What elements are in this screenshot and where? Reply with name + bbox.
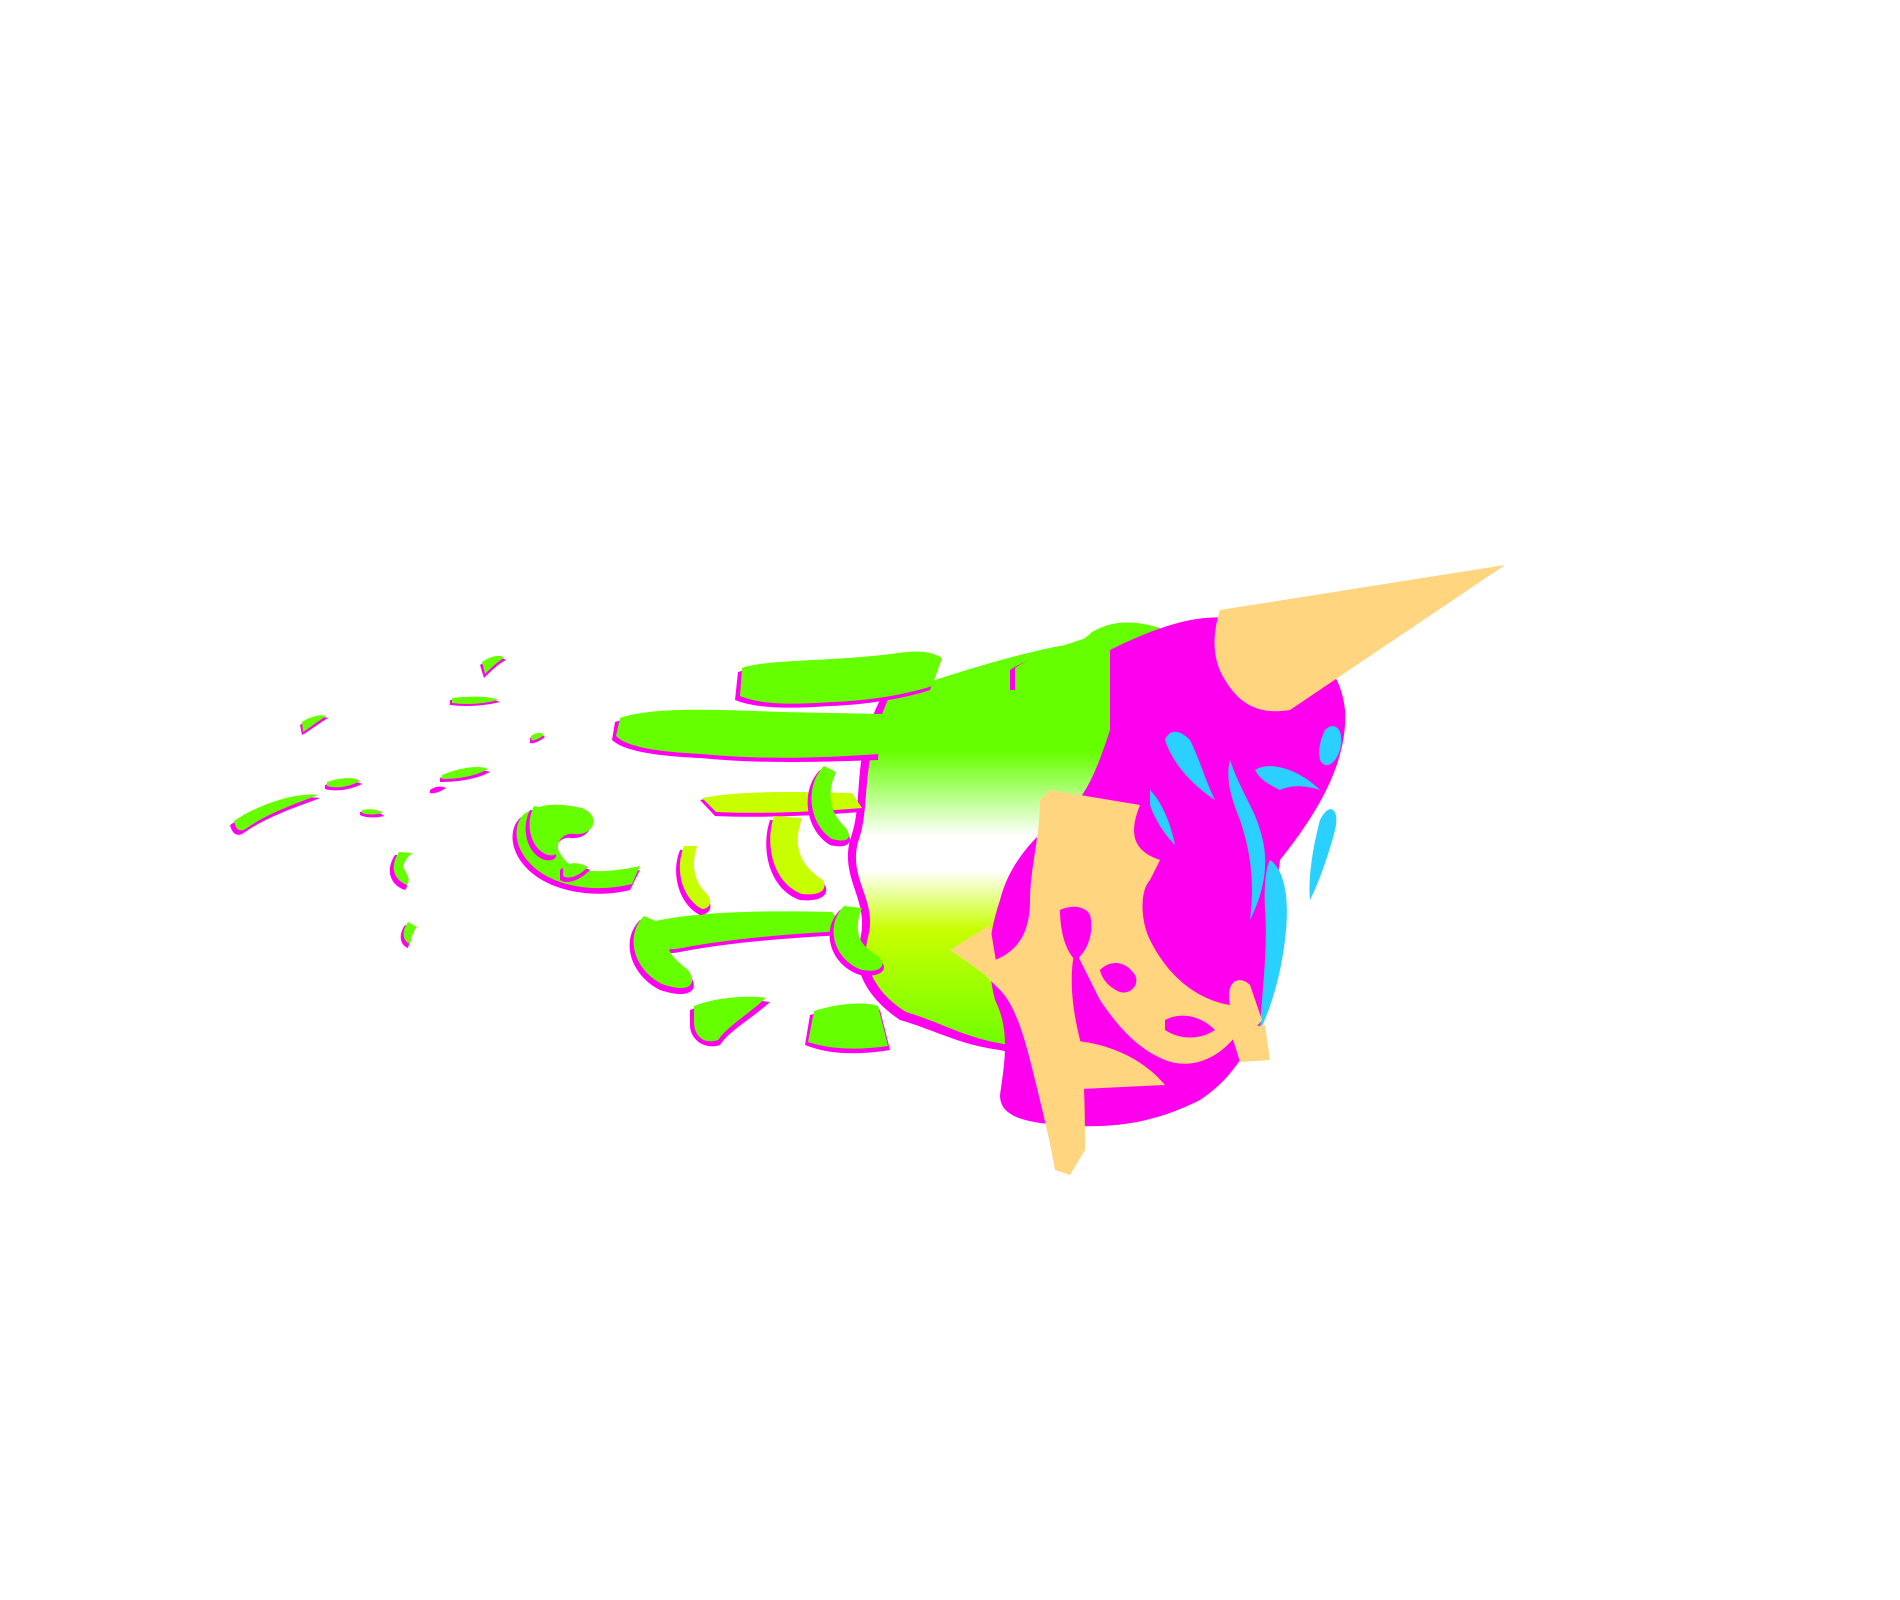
droplet <box>442 767 488 779</box>
cyan-swirl <box>1255 766 1320 790</box>
splash-streak <box>740 651 942 704</box>
droplet <box>482 655 504 674</box>
waffle-cone <box>950 565 1505 1175</box>
scoop-magenta <box>989 617 1346 1127</box>
cone-hole <box>1165 1015 1215 1038</box>
cyan-swirl <box>1165 731 1215 800</box>
splash-curl <box>679 846 711 909</box>
cone-shard <box>1058 1040 1165 1090</box>
splash-curl <box>516 804 640 889</box>
cone-tip <box>1214 565 1505 712</box>
ice-cream-scoop <box>989 617 1346 1127</box>
splash-curl <box>811 766 849 841</box>
droplet <box>362 809 383 815</box>
droplet <box>452 696 498 704</box>
splash-streak <box>694 996 766 1042</box>
droplet <box>529 806 558 856</box>
splash-curl <box>770 816 825 895</box>
droplet <box>234 794 318 831</box>
cyan-swirl <box>1150 790 1175 845</box>
droplet <box>563 863 588 878</box>
cyan-swirl <box>1309 809 1337 900</box>
cone-shard <box>1230 1025 1270 1062</box>
cone-shard <box>950 925 1000 985</box>
cyan-swirl <box>1228 760 1266 920</box>
splash-curl <box>633 916 693 989</box>
droplet <box>403 922 417 944</box>
scattered-droplets <box>230 655 590 948</box>
droplet <box>230 797 320 835</box>
droplet <box>327 778 360 788</box>
droplet <box>531 732 544 741</box>
cone-hole <box>1060 906 1092 960</box>
splash-streak <box>702 792 862 813</box>
droplet <box>302 715 326 732</box>
splash-streak <box>808 1003 888 1049</box>
splash-streak <box>644 911 847 950</box>
splash-streak <box>616 709 882 758</box>
splash-curl <box>833 906 883 971</box>
cyan-swirl <box>1260 860 1287 1030</box>
cyan-swirl <box>1319 726 1342 766</box>
cone-hole <box>1100 963 1137 993</box>
droplet <box>393 852 413 885</box>
droplet <box>430 786 446 794</box>
